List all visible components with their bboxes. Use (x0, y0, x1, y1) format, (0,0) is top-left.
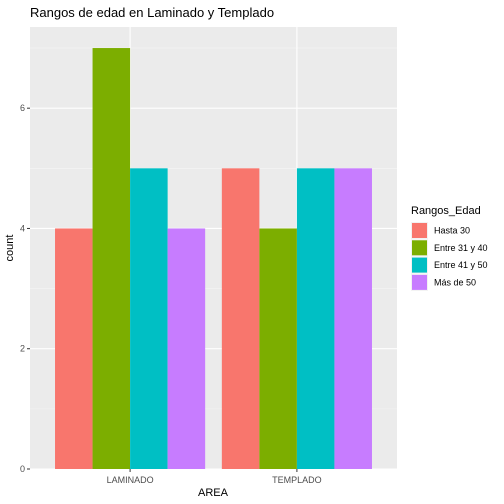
legend-label: Entre 31 y 40 (434, 243, 488, 253)
legend-swatch (412, 274, 427, 290)
bar (130, 168, 168, 469)
bar (259, 228, 297, 469)
y-tick-label: 6 (20, 103, 25, 113)
y-tick-label: 4 (20, 223, 25, 233)
legend-swatch (412, 223, 427, 238)
bars (55, 48, 372, 470)
legend-swatch (412, 240, 427, 256)
legend-label: Hasta 30 (434, 226, 470, 236)
bar (334, 168, 372, 469)
y-axis-title: count (4, 235, 16, 262)
legend-label: Más de 50 (434, 277, 476, 287)
bar (92, 48, 131, 470)
bar (296, 168, 335, 469)
bar (55, 228, 93, 469)
legend: Rangos_Edad Hasta 30 Entre 31 y 40 Entre 4… (411, 205, 488, 291)
y-axis: 0 2 4 6 (20, 103, 30, 474)
x-axis-title: AREA (198, 487, 229, 499)
legend-label: Entre 41 y 50 (434, 260, 488, 270)
y-tick-label: 0 (20, 464, 25, 474)
legend-swatch (412, 257, 427, 273)
chart-title: Rangos de edad en Laminado y Templado (30, 5, 274, 20)
bar (167, 228, 206, 469)
x-axis: LAMINADO TEMPLADO (107, 469, 322, 485)
bar (221, 168, 260, 469)
y-tick-label: 2 (20, 344, 25, 354)
x-tick-label: LAMINADO (107, 475, 154, 485)
legend-title: Rangos_Edad (411, 205, 481, 217)
x-tick-label: TEMPLADO (272, 475, 322, 485)
